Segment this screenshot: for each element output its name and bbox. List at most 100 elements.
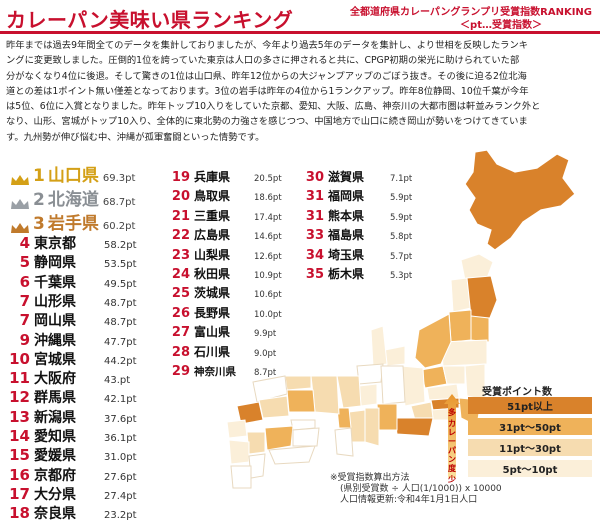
ranking-rank: 16	[9, 465, 30, 484]
ranking-points: 27.4pt	[104, 490, 137, 502]
ranking-rank: 25	[171, 286, 190, 302]
ranking-points: 43.pt	[104, 375, 131, 387]
crown-gold-icon	[10, 171, 30, 185]
ranking-row: 28 石川県 9.0pt	[166, 341, 276, 360]
ranking-rank: 21	[171, 208, 190, 224]
ranking-rank: 14	[9, 427, 30, 445]
ranking-rank: 20	[171, 189, 190, 205]
ranking-rank: 29	[171, 364, 190, 379]
map-toyama	[384, 345, 406, 367]
ranking-points: 49.5pt	[104, 278, 137, 290]
ranking-rank: 9	[19, 330, 30, 349]
ranking-rank: 31	[305, 208, 324, 224]
ranking-rank: 19	[171, 170, 190, 185]
map-aichi	[376, 403, 398, 431]
ranking-points: 5.9pt	[390, 193, 413, 204]
ranking-row: 27 富山県 9.9pt	[166, 321, 276, 340]
ranking-rank: 28	[171, 344, 190, 360]
ranking-row: 13 新潟県 37.6pt	[4, 407, 137, 427]
ranking-row: 25 茨城県 10.6pt	[166, 282, 282, 301]
ranking-points: 58.2pt	[104, 240, 137, 251]
ranking-prefecture: 新潟県	[34, 409, 76, 426]
ranking-rank: 30	[305, 170, 324, 185]
ranking-rank: 23	[171, 247, 190, 263]
crown-bronze-icon	[10, 219, 30, 233]
map-aomori	[460, 253, 494, 281]
ranking-points: 31.0pt	[104, 452, 137, 464]
ranking-prefecture: 愛知県	[34, 429, 76, 445]
map-shizuoka	[394, 417, 434, 437]
ranking-prefecture: 沖縄県	[34, 332, 76, 349]
map-yamagata	[448, 309, 472, 343]
ranking-points: 5.3pt	[390, 271, 413, 281]
map-okayama	[286, 389, 316, 413]
note-line: 人口情報更新:令和4年1月1日人口	[340, 495, 478, 505]
ranking-rank: 15	[9, 446, 30, 465]
map-niigata	[414, 313, 452, 369]
ranking-row: 18 奈良県 23.2pt	[4, 503, 137, 523]
ranking-prefecture: 宮城県	[34, 351, 76, 368]
ranking-row: 24 秋田県 10.9pt	[166, 263, 282, 282]
map-kyoto	[336, 375, 362, 409]
map-kagoshima	[230, 465, 252, 489]
top3-pt: 60.2pt	[102, 221, 136, 232]
ranking-rank: 35	[305, 267, 324, 282]
ranking-row: 14 愛知県 36.1pt	[4, 426, 136, 446]
ranking-row: 10 宮城県 44.2pt	[4, 349, 136, 369]
top3-name: 北海道	[47, 190, 99, 210]
ranking-row: 21 三重県 17.4pt	[166, 205, 282, 224]
top3-entry-3: 3 岩手県 60.2pt	[10, 209, 135, 234]
map-kochi	[268, 445, 316, 465]
map-tottori	[284, 375, 312, 391]
ranking-prefecture: 滋賀県	[328, 170, 365, 184]
ranking-row: 15 愛媛県 31.0pt	[4, 445, 137, 465]
ranking-points: 48.7pt	[104, 297, 137, 309]
top3-rank: 2	[33, 190, 45, 210]
ranking-row: 6 千葉県 49.5pt	[4, 272, 137, 292]
calculation-note: ※受賞指数算出方法 (県別受賞数 ÷ 人口(1/1000)) x 10000 人…	[330, 473, 502, 506]
ranking-prefecture: 福島県	[328, 228, 365, 243]
ranking-rank: 24	[171, 267, 190, 282]
ranking-points: 8.7pt	[254, 368, 277, 378]
ranking-points: 10.6pt	[254, 290, 282, 301]
map-tokushima	[292, 427, 320, 447]
map-ishikawa	[370, 325, 388, 367]
ranking-prefecture: 栃木県	[328, 267, 365, 281]
ranking-prefecture: 長野県	[194, 305, 231, 320]
title-divider	[0, 31, 600, 34]
ranking-rank: 10	[9, 349, 30, 368]
ranking-prefecture: 熊本県	[328, 208, 365, 223]
map-fukui	[356, 363, 384, 385]
ranking-rank: 13	[9, 407, 30, 426]
japan-map	[226, 150, 576, 489]
legend-item: 11pt〜30pt	[468, 439, 592, 456]
ranking-points: 27.6pt	[104, 471, 137, 483]
ranking-prefecture: 東京都	[34, 236, 76, 252]
ranking-prefecture: 大阪府	[34, 371, 76, 388]
ranking-points: 37.6pt	[104, 413, 137, 425]
ranking-row: 23 山梨県 12.6pt	[166, 244, 282, 263]
ranking-points: 23.2pt	[104, 510, 137, 522]
ranking-prefecture: 山梨県	[194, 247, 231, 262]
map-gifu	[380, 365, 406, 405]
legend-item: 5pt〜10pt	[468, 460, 592, 477]
map-kumamoto	[228, 439, 250, 465]
ranking-points: 14.6pt	[254, 232, 282, 243]
ranking-points: 48.7pt	[104, 317, 137, 329]
ranking-rank: 7	[19, 291, 30, 310]
top3-entry-2: 2 北海道 68.7pt	[10, 185, 135, 210]
ranking-row: 19 兵庫県 20.5pt	[166, 166, 282, 185]
map-miyagi	[470, 315, 490, 343]
intro-line: なり、山形、宮城がトップ10入り、全体的に東北勢の力強さを感じつつ、中国地方で山…	[6, 116, 528, 128]
ranking-rank: 11	[9, 369, 30, 388]
ranking-row: 9 沖縄県 47.7pt	[4, 330, 137, 350]
map-ehime	[264, 425, 294, 451]
ranking-row: 33 福島県 5.8pt	[300, 224, 412, 243]
ranking-rank: 34	[305, 247, 324, 263]
ranking-rank: 22	[171, 228, 190, 244]
intro-line: は5位、6位に入賞となりました。昨年トップ10入りをしていた京都、愛知、大阪、広…	[6, 101, 541, 113]
ranking-points: 17.4pt	[254, 212, 282, 223]
ranking-points: 18.6pt	[254, 193, 282, 204]
ranking-rank: 26	[171, 305, 190, 321]
